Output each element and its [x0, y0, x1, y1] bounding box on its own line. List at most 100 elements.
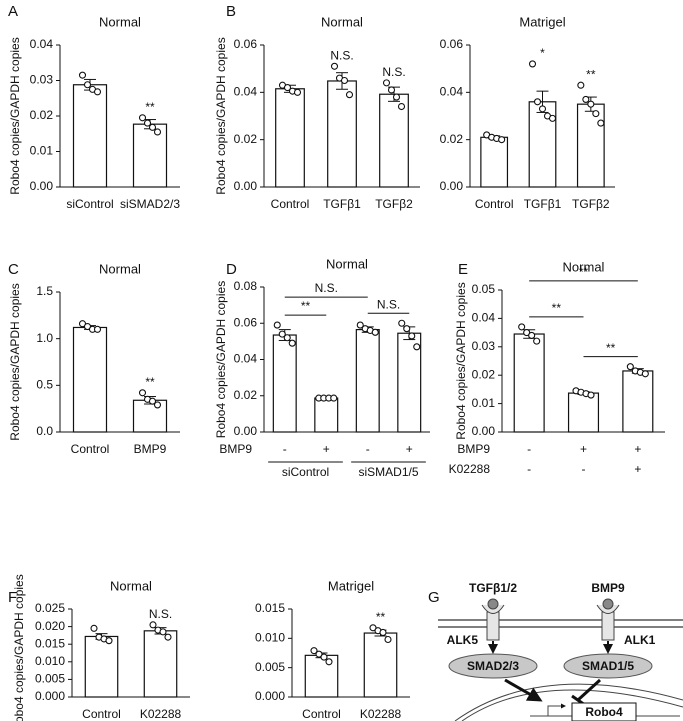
y-tick-label: 0.01 — [472, 396, 496, 410]
y-tick-label: 0.03 — [30, 73, 54, 87]
data-point — [403, 325, 411, 333]
data-point — [315, 650, 323, 658]
y-axis-label: Robo4 copies/GAPDH copies — [12, 574, 26, 721]
x-tick-label: TGFβ2 — [572, 197, 610, 211]
x-tick-label: Control — [302, 707, 341, 721]
condition-name: BMP9 — [457, 442, 490, 456]
bar — [528, 101, 557, 188]
data-point — [93, 88, 102, 96]
data-point — [587, 100, 595, 108]
data-point — [153, 128, 162, 136]
data-point — [356, 321, 364, 329]
data-point — [582, 95, 590, 103]
y-tick-label: 0.00 — [440, 179, 464, 193]
data-point — [148, 397, 157, 405]
receptor-label: ALK1 — [624, 633, 656, 647]
data-point — [143, 119, 152, 127]
significance-label: ** — [586, 67, 596, 81]
panel-label: F — [8, 589, 17, 606]
gene-label: Robo4 — [585, 705, 623, 719]
y-tick-label: 0.000 — [255, 689, 285, 703]
data-point — [90, 624, 98, 632]
x-tick-label: TGFβ1 — [524, 197, 562, 211]
bar — [143, 630, 178, 698]
data-point — [293, 88, 302, 96]
data-point — [273, 321, 281, 329]
chart-title: Normal — [321, 14, 363, 29]
data-point — [379, 628, 387, 637]
panel-label: B — [226, 3, 236, 20]
chart-title: Normal — [326, 256, 368, 271]
y-tick-label: 1.0 — [36, 331, 53, 345]
data-point — [345, 91, 354, 99]
smad-node — [448, 653, 538, 679]
y-tick-label: 0.00 — [472, 424, 496, 438]
data-point — [320, 653, 328, 661]
data-point — [626, 363, 634, 371]
panel-label: D — [226, 261, 237, 278]
data-point — [533, 337, 541, 345]
y-axis-label: Robo4 copies/GAPDH copies — [8, 283, 22, 440]
receptor-label: ALK5 — [447, 633, 479, 647]
y-axis-label: Robo4 copies/GAPDH copies — [214, 281, 228, 438]
gene-box — [571, 702, 637, 721]
data-point — [288, 339, 296, 347]
y-axis-label: Robo4 copies/GAPDH copies — [454, 282, 468, 439]
data-point — [397, 102, 406, 111]
group-label: siControl — [282, 465, 329, 479]
significance-label: N.S. — [149, 607, 172, 621]
comparison-label: N.S. — [377, 297, 400, 311]
group-label: siSMAD1/5 — [358, 465, 418, 479]
bar — [84, 635, 119, 698]
panel-label: G — [428, 589, 440, 606]
inhibition — [576, 678, 602, 702]
x-tick-label: TGFβ1 — [323, 197, 361, 211]
arrow — [504, 678, 543, 702]
data-point — [384, 635, 392, 644]
condition-mark: - — [283, 442, 287, 456]
smad-label: SMAD2/3 — [467, 659, 519, 673]
data-point — [330, 394, 338, 402]
data-point — [587, 391, 595, 399]
y-tick-label: 0.04 — [234, 352, 258, 366]
panel-label: A — [8, 3, 18, 20]
chart-title: Normal — [563, 259, 605, 274]
data-point — [413, 343, 421, 351]
promoter — [547, 703, 566, 716]
x-tick-label: K02288 — [140, 707, 182, 721]
y-tick-label: 0.015 — [255, 601, 285, 615]
bar — [72, 326, 108, 433]
nuclear-membrane — [454, 683, 683, 721]
y-tick-label: 0.06 — [234, 37, 258, 51]
bar — [576, 103, 605, 188]
bar — [363, 632, 398, 698]
x-tick-label: K02288 — [360, 707, 402, 721]
y-axis-label: Robo4 copies/GAPDH copies — [214, 37, 228, 194]
data-point — [164, 633, 172, 641]
x-tick-label: siControl — [66, 197, 113, 211]
receptor — [596, 598, 620, 641]
bar — [355, 328, 380, 433]
y-tick-label: 0.06 — [234, 315, 258, 329]
data-point — [325, 658, 333, 666]
significance-label: ** — [145, 375, 155, 389]
data-point — [408, 332, 416, 340]
condition-mark: + — [406, 442, 413, 456]
data-point — [371, 328, 379, 336]
y-tick-label: 0.010 — [255, 631, 285, 645]
y-tick-label: 0.03 — [472, 339, 496, 353]
data-point — [283, 84, 292, 92]
y-axis-label: Robo4 copies/GAPDH copies — [8, 37, 22, 194]
significance-label: ** — [145, 100, 155, 114]
data-point — [138, 114, 147, 122]
condition-mark: + — [634, 442, 641, 456]
y-tick-label: 0.02 — [234, 388, 258, 402]
y-tick-label: 0.04 — [440, 85, 464, 99]
chart-title: Normal — [110, 578, 152, 593]
data-point — [382, 79, 391, 87]
y-tick-label: 0.05 — [472, 282, 496, 296]
y-tick-label: 0.00 — [234, 424, 258, 438]
x-tick-label: TGFβ2 — [375, 197, 413, 211]
condition-mark: - — [527, 462, 531, 476]
